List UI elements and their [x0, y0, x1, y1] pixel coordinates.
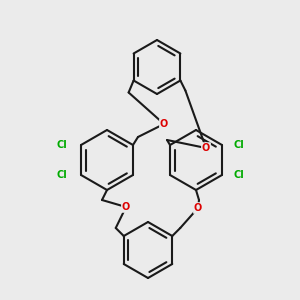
Text: Cl: Cl: [56, 170, 67, 180]
Text: Cl: Cl: [234, 140, 245, 150]
Text: Cl: Cl: [56, 140, 67, 150]
Text: Cl: Cl: [234, 170, 245, 180]
Text: O: O: [202, 143, 210, 153]
Text: O: O: [122, 202, 130, 212]
Text: O: O: [194, 203, 202, 213]
Text: O: O: [160, 119, 168, 129]
